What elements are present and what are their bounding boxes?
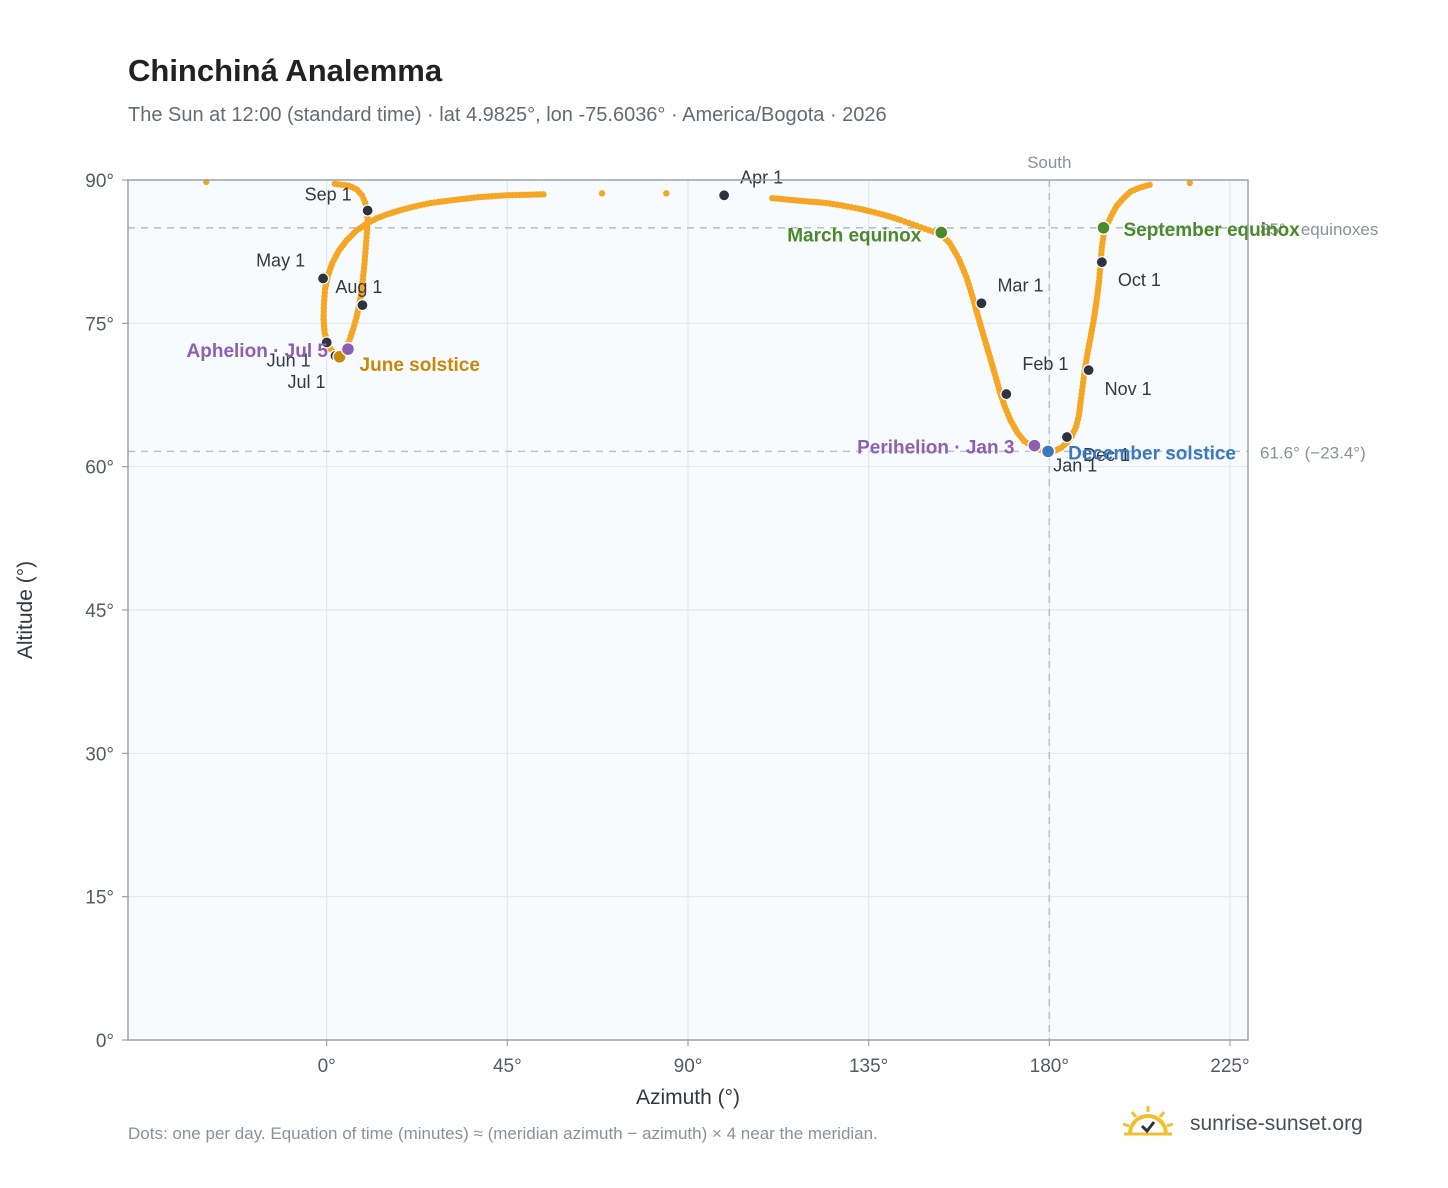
y-tick-label: 60° — [85, 458, 114, 479]
y-axis-label: Altitude (°) — [14, 561, 37, 659]
month-marker — [356, 299, 369, 312]
south-label: South — [1027, 153, 1071, 172]
month-marker — [1095, 256, 1108, 269]
y-tick-label: 75° — [85, 314, 114, 335]
month-marker-label: Mar 1 — [997, 275, 1043, 295]
month-marker-label: May 1 — [256, 250, 305, 270]
month-marker-label: Apr 1 — [740, 167, 783, 187]
month-marker-label: Oct 1 — [1118, 270, 1161, 290]
daily-dot — [540, 191, 547, 198]
brand-text: sunrise-sunset.org — [1190, 1112, 1363, 1135]
reference-line-label: 85° · equinoxes — [1260, 220, 1378, 239]
month-marker-label: Sep 1 — [305, 185, 352, 205]
sun-logo-icon — [1122, 1106, 1174, 1136]
footnote: Dots: one per day. Equation of time (min… — [128, 1124, 878, 1143]
reference-lines: 85° · equinoxes 61.6° (−23.4°) South — [128, 153, 1378, 1040]
month-marker — [320, 336, 333, 349]
y-tick-label: 30° — [85, 744, 114, 765]
y-tick-label: 45° — [85, 601, 114, 622]
x-tick-label: 180° — [1030, 1056, 1069, 1077]
daily-dot — [598, 190, 606, 197]
event-label: December solstice — [1068, 443, 1236, 464]
event-markers: March equinox June solstice September equi… — [187, 220, 1301, 465]
x-tick-label: 0° — [318, 1056, 336, 1077]
x-tick-label: 90° — [674, 1056, 703, 1077]
event-label: Aphelion · Jul 5 — [187, 341, 329, 362]
month-marker-label: Aug 1 — [335, 277, 382, 297]
x-axis-label: Azimuth (°) — [636, 1086, 740, 1109]
event-marker — [1096, 220, 1111, 235]
event-marker — [934, 225, 949, 240]
daily-dot — [1186, 179, 1193, 187]
y-tick-label: 0° — [96, 1031, 114, 1052]
chart-subtitle: The Sun at 12:00 (standard time) · lat 4… — [128, 104, 887, 126]
event-label: June solstice — [360, 355, 480, 376]
daily-dot — [663, 190, 670, 197]
month-marker-label: Jun 1 — [267, 350, 311, 370]
month-marker-label: Feb 1 — [1022, 354, 1068, 374]
y-tick-label: 90° — [85, 171, 114, 192]
month-marker — [1060, 430, 1074, 444]
month-marker-label: Jan 1 — [1053, 455, 1097, 475]
event-label: Perihelion · Jan 3 — [857, 438, 1014, 459]
daily-dot — [1146, 181, 1153, 188]
chart-title: Chinchiná Analemma — [128, 53, 443, 88]
reference-line-label: 61.6° (−23.4°) — [1260, 443, 1366, 462]
x-tick-label: 135° — [849, 1056, 888, 1077]
month-marker — [316, 272, 330, 285]
month-marker — [361, 204, 374, 217]
event-marker — [340, 341, 356, 357]
event-marker — [1040, 444, 1056, 459]
x-tick-label: 45° — [493, 1056, 522, 1077]
x-tick-label: 225° — [1210, 1056, 1249, 1077]
month-marker — [1000, 387, 1013, 401]
brand[interactable]: sunrise-sunset.org — [1120, 1100, 1390, 1150]
month-marker — [718, 189, 731, 202]
event-label: March equinox — [787, 226, 922, 247]
event-label: September equinox — [1123, 220, 1300, 241]
axis-ticks: 0° 45° 90° 135° 180° 225° 0° 15° 30° 45° 60° 75° 90° — [85, 171, 1249, 1077]
month-marker — [1082, 364, 1095, 377]
y-tick-label: 15° — [85, 888, 114, 909]
month-marker-label: Dec 1 — [1083, 445, 1130, 465]
month-marker-label: Jul 1 — [288, 372, 326, 392]
month-marker-label: Nov 1 — [1105, 379, 1152, 399]
event-marker — [1027, 438, 1042, 453]
month-marker — [975, 297, 988, 310]
